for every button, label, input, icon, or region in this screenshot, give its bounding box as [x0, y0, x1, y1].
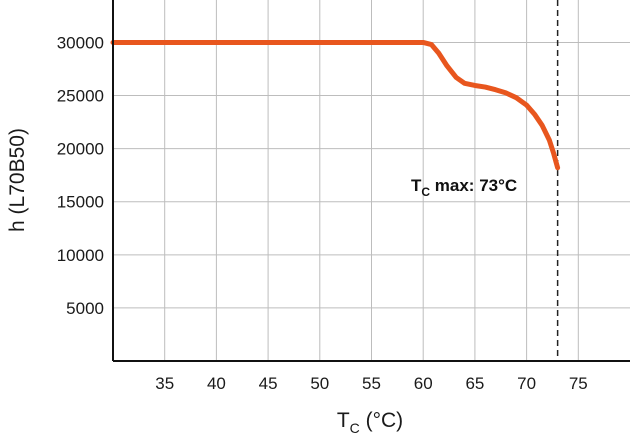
x-tick-label: 35	[155, 374, 174, 393]
y-tick-label: 25000	[57, 87, 104, 106]
y-tick-labels: 5000 10000 15000 20000 25000 30000	[57, 33, 104, 317]
x-tick-label: 55	[362, 374, 381, 393]
x-tick-labels: 35 40 45 50 55 60 65 70 75	[155, 374, 588, 393]
x-axis-title-unit: (°C)	[360, 409, 403, 432]
x-axis-title: TC (°C)	[337, 409, 403, 436]
series-line	[110, 39, 561, 171]
x-tick-label: 75	[569, 374, 588, 393]
annotation-suffix: max: 73°C	[430, 176, 517, 195]
tc-max-annotation: TC max: 73°C	[411, 176, 517, 199]
annotation-prefix: T	[411, 176, 422, 195]
annotation-sub: C	[421, 185, 430, 199]
grid	[113, 0, 630, 361]
x-tick-label: 60	[414, 374, 433, 393]
y-tick-label: 20000	[57, 140, 104, 159]
x-axis-title-main: T	[337, 409, 350, 432]
x-tick-label: 40	[207, 374, 226, 393]
y-axis-title: h (L70B50)	[6, 128, 29, 232]
y-tick-label: 5000	[66, 299, 104, 318]
y-tick-label: 15000	[57, 193, 104, 212]
x-axis-title-sub: C	[350, 420, 360, 436]
y-tick-label: 30000	[57, 33, 104, 52]
x-tick-label: 50	[310, 374, 329, 393]
x-tick-label: 70	[517, 374, 536, 393]
y-tick-label: 10000	[57, 246, 104, 265]
x-tick-label: 45	[259, 374, 278, 393]
x-tick-label: 65	[465, 374, 484, 393]
